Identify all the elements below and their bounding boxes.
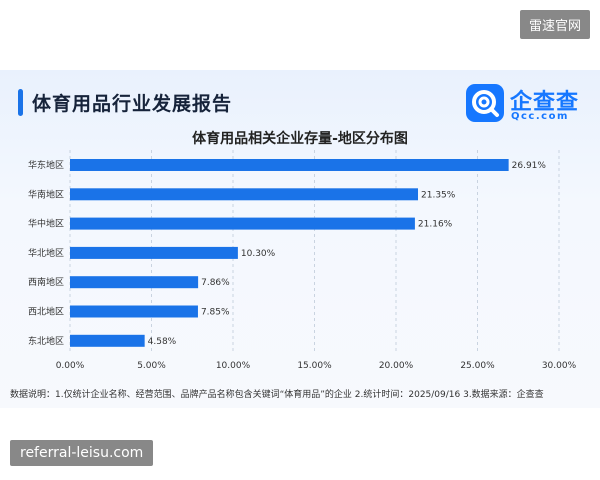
chart-title: 体育用品相关企业存量-地区分布图: [192, 131, 408, 147]
data-label: 7.86%: [201, 278, 230, 288]
grid-layer: [69, 150, 560, 352]
bar: [70, 188, 419, 201]
data-label: 21.35%: [421, 190, 456, 200]
bar: [70, 305, 198, 318]
bar: [70, 334, 145, 347]
data-label: 26.91%: [512, 161, 547, 171]
x-tick-label: 20.00%: [379, 361, 414, 371]
label-layer: 0.00% 5.00% 10.00% 15.00% 20.00% 25.00% 30.00%…: [28, 159, 577, 371]
data-label: 7.85%: [201, 308, 230, 318]
category-label: 华南地区: [28, 188, 64, 200]
x-tick-label: 15.00%: [297, 361, 332, 371]
bar: [70, 246, 238, 259]
bar-chart: 0.00% 5.00% 10.00% 15.00% 20.00% 25.00% 30.00%…: [28, 150, 577, 371]
bar: [70, 276, 199, 289]
logo-name: 企查查: [510, 90, 580, 115]
category-label: 西北地区: [28, 306, 64, 318]
category-label: 华北地区: [28, 247, 64, 259]
category-label: 东北地区: [28, 335, 64, 347]
x-tick-label: 30.00%: [542, 361, 577, 371]
data-label: 10.30%: [241, 249, 276, 259]
x-tick-label: 10.00%: [216, 361, 251, 371]
report-title: 体育用品行业发展报告: [32, 93, 233, 115]
category-label: 西南地区: [28, 276, 64, 288]
watermark-bottom: referral-leisu.com: [10, 440, 154, 466]
header-accent-bar: [18, 89, 23, 116]
qcc-magnifier-logo-icon: [466, 84, 504, 122]
data-label: 4.58%: [148, 337, 177, 347]
x-tick-label: 0.00%: [56, 361, 85, 371]
bar: [70, 159, 509, 171]
bar: [70, 217, 415, 230]
data-label: 21.16%: [418, 220, 453, 230]
data-footnote: 数据说明：1.仅统计企业名称、经营范围、品牌产品名称包含关键词“体育用品”的企业…: [10, 390, 544, 400]
watermark-top: 雷速官网: [519, 10, 590, 39]
x-tick-label: 5.00%: [137, 361, 166, 371]
logo-domain: Qcc.com: [511, 111, 569, 122]
category-label: 华中地区: [28, 218, 64, 230]
bar-layer: [70, 159, 509, 347]
qcc-logo: 企查查 Qcc.com: [466, 84, 584, 124]
x-tick-label: 25.00%: [460, 361, 495, 371]
report-card: 体育用品行业发展报告 企查查 Qcc.com 体育用品相关企业存量-地区分布图 …: [0, 70, 600, 408]
category-label: 华东地区: [28, 159, 64, 171]
